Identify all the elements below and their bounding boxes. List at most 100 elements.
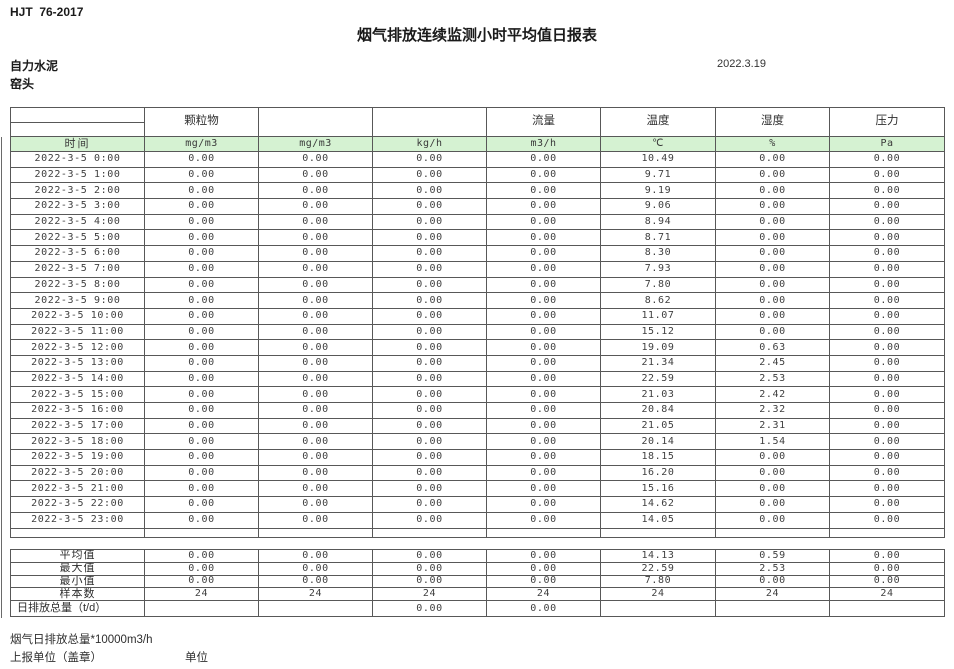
value-cell: 0.00 (258, 511, 373, 529)
value-cell: 0.00 (258, 292, 373, 309)
value-cell: 0.00 (486, 229, 601, 247)
value-cell: 16.20 (600, 464, 716, 482)
table-row: 2022-3-5 13:00 0.00 0.00 0.00 0.00 21.34 2.45 0… (10, 354, 945, 372)
value-cell: 0.00 (486, 213, 601, 231)
table-row: 2022-3-5 23:00 0.00 0.00 0.00 0.00 14.05 0.00 0… (10, 511, 945, 529)
value-cell: 0.00 (486, 198, 601, 215)
value-cell: 0.00 (486, 402, 601, 419)
page-title: 烟气排放连续监测小时平均值日报表 (356, 27, 597, 44)
table-row: 2022-3-5 21:00 0.00 0.00 0.00 0.00 15.16 0.00 0… (10, 480, 945, 498)
time-cell: 2022-3-5 17:00 (10, 417, 145, 435)
unit-row: 时间 mg/m3 mg/m3 kg/h m3/h ℃% Pa (10, 136, 945, 152)
value-cell: 0.00 (486, 276, 601, 294)
value-cell: 0.00 (829, 213, 945, 231)
table-row: 2022-3-5 8:00 0.00 0.00 0.00 0.00 7.80 0.00 0.0… (10, 276, 945, 294)
value-cell: 0.00 (258, 182, 373, 200)
value-cell: 0.00 (372, 449, 487, 466)
time-header-lower-cell (10, 121, 145, 137)
value-cell: 0.00 (258, 339, 373, 356)
value-cell: 0.00 (144, 496, 259, 513)
time-cell: 2022-3-5 23:00 (10, 511, 145, 529)
time-cell: 2022-3-5 3:00 (10, 198, 145, 215)
unit-cell: mg/m3 (258, 136, 373, 152)
value-cell: 0.00 (258, 229, 373, 247)
value-cell: 0.00 (829, 354, 945, 372)
summary-value-cell: 0.00 (829, 561, 945, 576)
value-cell: 0.00 (829, 370, 945, 388)
time-cell: 2022-3-5 9:00 (10, 292, 145, 309)
table-row: 2022-3-5 17:00 0.00 0.00 0.00 0.00 21.05 2.31 0… (10, 417, 945, 435)
value-cell: 0.00 (258, 198, 373, 215)
value-cell: 0.00 (715, 307, 830, 325)
value-cell: 0.00 (372, 198, 487, 215)
value-cell: 0.00 (715, 245, 830, 262)
value-cell: 0.00 (829, 166, 945, 184)
unit-cell: mg/m3 (144, 136, 259, 152)
pollutant-header-cell (372, 107, 487, 137)
table-row: 2022-3-5 4:00 0.00 0.00 0.00 0.00 8.94 0.00 0.0… (10, 213, 945, 231)
value-cell: 0.00 (829, 323, 945, 341)
value-cell: 0.00 (829, 260, 945, 278)
summary-value-cell: 24 (829, 587, 945, 602)
value-cell: 19.09 (600, 339, 716, 356)
value-cell: 0.00 (258, 260, 373, 278)
value-cell: 0.00 (144, 370, 259, 388)
value-cell: 9.71 (600, 166, 716, 184)
value-cell: 0.00 (715, 323, 830, 341)
summary-value-cell: 0.00 (258, 561, 373, 576)
value-cell: 15.12 (600, 323, 716, 341)
unit-cell: ℃ (600, 136, 716, 152)
value-cell: 2.42 (715, 386, 830, 403)
summary-value-cell: 0.00 (258, 549, 373, 563)
summary-row: 最大值 0.00 0.00 0.00 0.00 22.59 2.53 0.00 (10, 561, 945, 576)
time-cell: 2022-3-5 4:00 (10, 213, 145, 231)
time-column-header: 时间 (10, 136, 145, 152)
value-cell: 0.00 (372, 464, 487, 482)
value-cell: 0.00 (715, 229, 830, 247)
summary-row-label: 平均值 (10, 549, 145, 563)
value-cell: 0.00 (144, 198, 259, 215)
summary-value-cell: 24 (372, 587, 487, 602)
time-cell: 2022-3-5 18:00 (10, 433, 145, 451)
time-cell: 2022-3-5 22:00 (10, 496, 145, 513)
value-cell: 0.00 (715, 198, 830, 215)
value-cell: 0.00 (486, 307, 601, 325)
value-cell: 0.00 (372, 386, 487, 403)
summary-value-cell: 0.00 (144, 549, 259, 563)
hourly-average-table: 颗粒物 流量 温度 湿度 压力 时间 mg/m3 mg/m3 kg/h m3/h ℃% Pa 202… (10, 107, 945, 538)
table-row: 2022-3-5 7:00 0.00 0.00 0.00 0.00 7.93 0.00 0.0… (10, 260, 945, 278)
summary-rows-body: 平均值 0.00 0.00 0.00 0.00 14.13 0.59 0.00 最大值 0.00 0… (10, 549, 945, 618)
value-cell: 0.00 (372, 339, 487, 356)
value-cell: 0.00 (372, 151, 487, 168)
data-rows-body: 2022-3-5 0:00 0.00 0.00 0.00 0.00 10.49 0.00 0.… (10, 151, 945, 529)
value-cell: 0.00 (829, 402, 945, 419)
summary-row-label: 样本数 (10, 587, 145, 602)
summary-row-label: 最小值 (10, 574, 145, 589)
summary-value-cell: 14.13 (600, 549, 716, 563)
summary-value-cell: 0.59 (715, 549, 830, 563)
value-cell: 0.00 (372, 496, 487, 513)
summary-value-cell: 0.00 (829, 549, 945, 563)
time-cell: 2022-3-5 5:00 (10, 229, 145, 247)
summary-value-cell: 0.00 (486, 549, 601, 563)
table-row: 2022-3-5 5:00 0.00 0.00 0.00 0.00 8.71 0.00 0.0… (10, 229, 945, 247)
reporting-unit-label: 上报单位（盖章） (10, 652, 102, 664)
value-cell: 0.00 (715, 276, 830, 294)
value-cell: 0.00 (829, 511, 945, 529)
value-cell: 0.00 (372, 433, 487, 451)
value-cell: 0.00 (829, 464, 945, 482)
summary-row: 样本数 24 24 24 24 24 24 24 (10, 587, 945, 602)
value-cell: 0.00 (486, 354, 601, 372)
summary-value-cell: 24 (258, 587, 373, 602)
summary-value-cell: 24 (600, 587, 716, 602)
table-row: 2022-3-5 18:00 0.00 0.00 0.00 0.00 20.14 1.54 0… (10, 433, 945, 451)
value-cell: 0.00 (829, 496, 945, 513)
time-cell: 2022-3-5 2:00 (10, 182, 145, 200)
unit-cell: kg/h (372, 136, 487, 152)
value-cell: 0.00 (829, 151, 945, 168)
table-row: 2022-3-5 15:00 0.00 0.00 0.00 0.00 21.03 2.42 0… (10, 386, 945, 403)
value-cell: 9.19 (600, 182, 716, 200)
time-cell: 2022-3-5 20:00 (10, 464, 145, 482)
table-row: 2022-3-5 14:00 0.00 0.00 0.00 0.00 22.59 2.53 0… (10, 370, 945, 388)
value-cell: 0.00 (144, 402, 259, 419)
